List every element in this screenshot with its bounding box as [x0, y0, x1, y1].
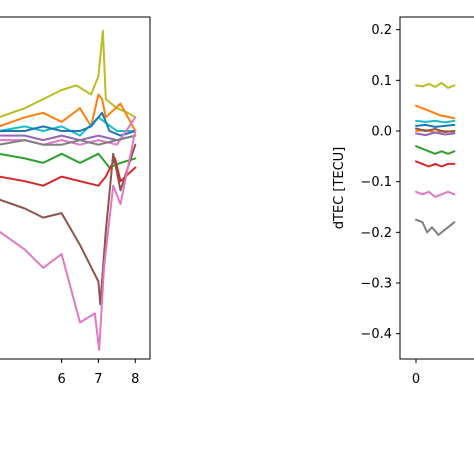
right-series-line-9: [415, 160, 456, 168]
right-y-axis-label: dTEC [TECU]: [332, 147, 347, 230]
left-series-group: [0, 29, 137, 351]
right-y-ticks: 0.2 0.1 0.0 −0.1 −0.2 −0.3 −0.4: [360, 23, 400, 342]
left-series-line-2: [0, 93, 137, 132]
right-x-tick-label: 0: [412, 372, 420, 387]
right-y-tick-label: 0.2: [371, 23, 392, 38]
right-series-line-4: [415, 123, 456, 128]
right-series-group: [415, 81, 456, 236]
right-y-tick-label: −0.2: [360, 226, 392, 241]
right-series-line-2: [415, 104, 456, 120]
right-y-tick-label: −0.4: [360, 327, 392, 342]
right-series-line-10: [415, 190, 456, 198]
right-plot-frame: [399, 16, 474, 360]
right-series-line-6: [415, 127, 456, 133]
left-series-line-5: [0, 134, 137, 142]
left-series-line-10: [0, 143, 137, 306]
left-x-tick-label: 6: [57, 372, 65, 387]
left-series-line-11: [0, 130, 137, 351]
right-series-line-3: [415, 119, 456, 124]
right-x-ticks: 0: [412, 359, 420, 387]
left-chart-panel: 6 7 8: [0, 16, 151, 387]
left-series-line-7: [0, 134, 137, 146]
right-chart-panel: dTEC [TECU] 0.2 0.1 0.0 −0.1 −0.2 −0.3 −0.4 0: [332, 16, 474, 387]
right-y-tick-label: 0.1: [371, 74, 392, 89]
left-plot-frame: [0, 16, 151, 360]
left-series-line-1: [0, 29, 137, 119]
right-series-line-1: [415, 81, 456, 89]
right-series-line-11: [415, 218, 456, 236]
right-y-tick-label: −0.1: [360, 175, 392, 190]
left-x-tick-label: 8: [131, 372, 139, 387]
right-y-tick-label: 0.0: [371, 125, 392, 140]
left-x-ticks: 6 7 8: [57, 359, 139, 387]
right-y-tick-label: −0.3: [360, 277, 392, 292]
left-x-tick-label: 7: [94, 372, 102, 387]
right-series-line-7: [415, 131, 456, 137]
right-series-line-8: [415, 145, 456, 155]
left-series-line-9: [0, 157, 137, 187]
left-series-line-4: [0, 111, 137, 137]
